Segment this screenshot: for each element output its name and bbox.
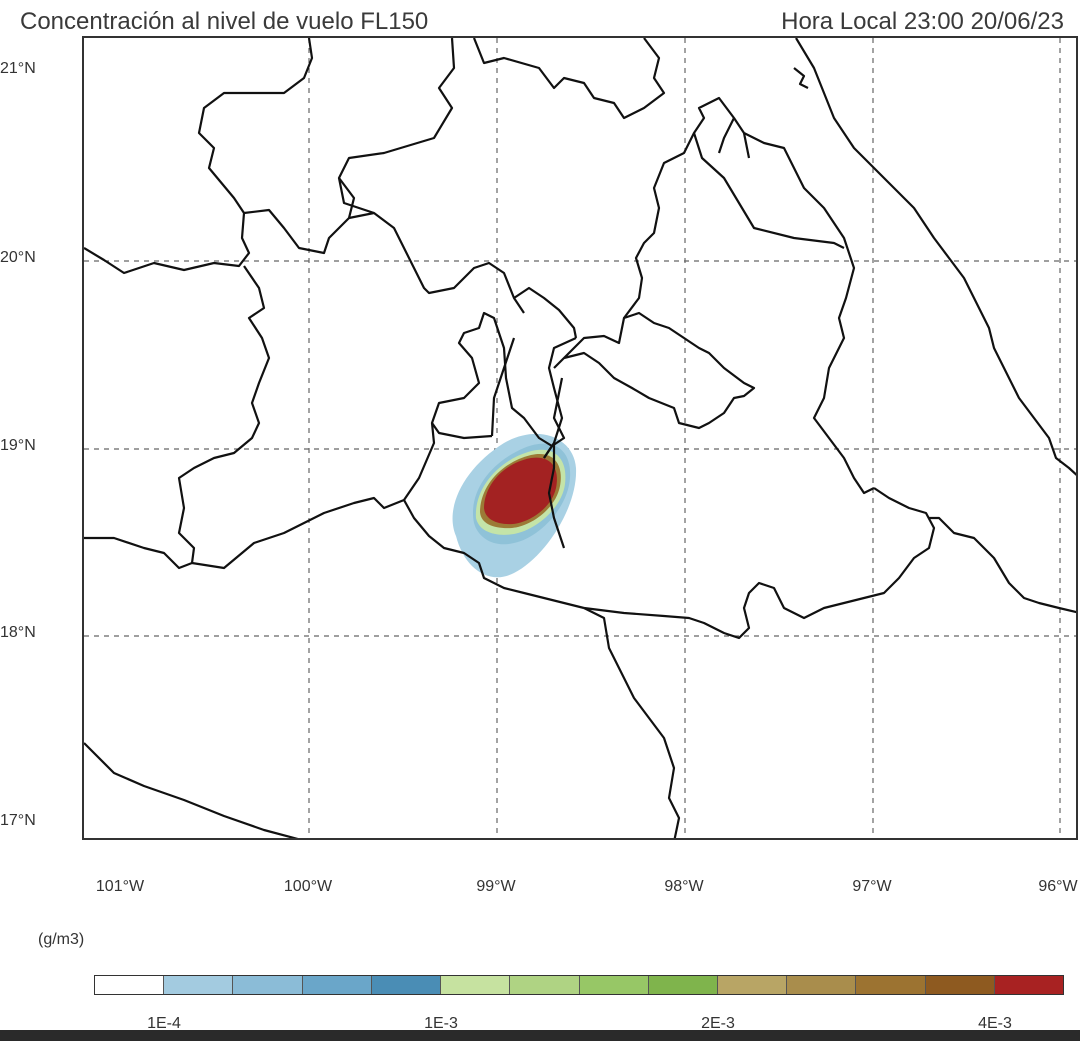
concentration-plume (452, 433, 577, 578)
colorbar-cell (164, 976, 234, 994)
lat-label-18: 18°N (0, 624, 36, 641)
colorbar-cell (233, 976, 303, 994)
map-title: Concentración al nivel de vuelo FL150 (20, 8, 429, 35)
colorbar-cell (302, 976, 372, 994)
lon-label-96: 96°W (1038, 878, 1078, 895)
lat-label-21: 21°N (0, 60, 36, 77)
graticule (84, 38, 1076, 838)
map-canvas (82, 36, 1078, 840)
colorbar-cell (371, 976, 442, 994)
colorbar-label-1e-4: 1E-4 (147, 1015, 181, 1032)
map-svg (84, 38, 1076, 838)
colorbar-cell (510, 976, 580, 994)
lon-label-101: 101°W (95, 878, 145, 895)
colorbar-cell (994, 976, 1064, 994)
colorbar-cell (648, 976, 718, 994)
colorbar-cell (441, 976, 511, 994)
lon-label-99: 99°W (476, 878, 516, 895)
colorbar-label-2e-3: 2E-3 (701, 1015, 735, 1032)
colorbar-cell (95, 976, 165, 994)
colorbar-cell (856, 976, 926, 994)
colorbar-cell (579, 976, 649, 994)
timestamp: Hora Local 23:00 20/06/23 (781, 8, 1064, 35)
colorbar (94, 975, 1064, 995)
lon-label-100: 100°W (283, 878, 333, 895)
units-label: (g/m3) (38, 931, 85, 948)
lat-label-17: 17°N (0, 812, 36, 829)
lon-label-98: 98°W (664, 878, 704, 895)
lat-label-20: 20°N (0, 249, 36, 266)
lat-label-19: 19°N (0, 437, 36, 454)
colorbar-label-1e-3: 1E-3 (424, 1015, 458, 1032)
lon-label-97: 97°W (852, 878, 892, 895)
colorbar-label-4e-3: 4E-3 (978, 1015, 1012, 1032)
bottom-bar (0, 1030, 1080, 1041)
colorbar-cell (787, 976, 857, 994)
state-borders (84, 38, 1076, 838)
colorbar-cell (717, 976, 788, 994)
colorbar-cell (925, 976, 995, 994)
